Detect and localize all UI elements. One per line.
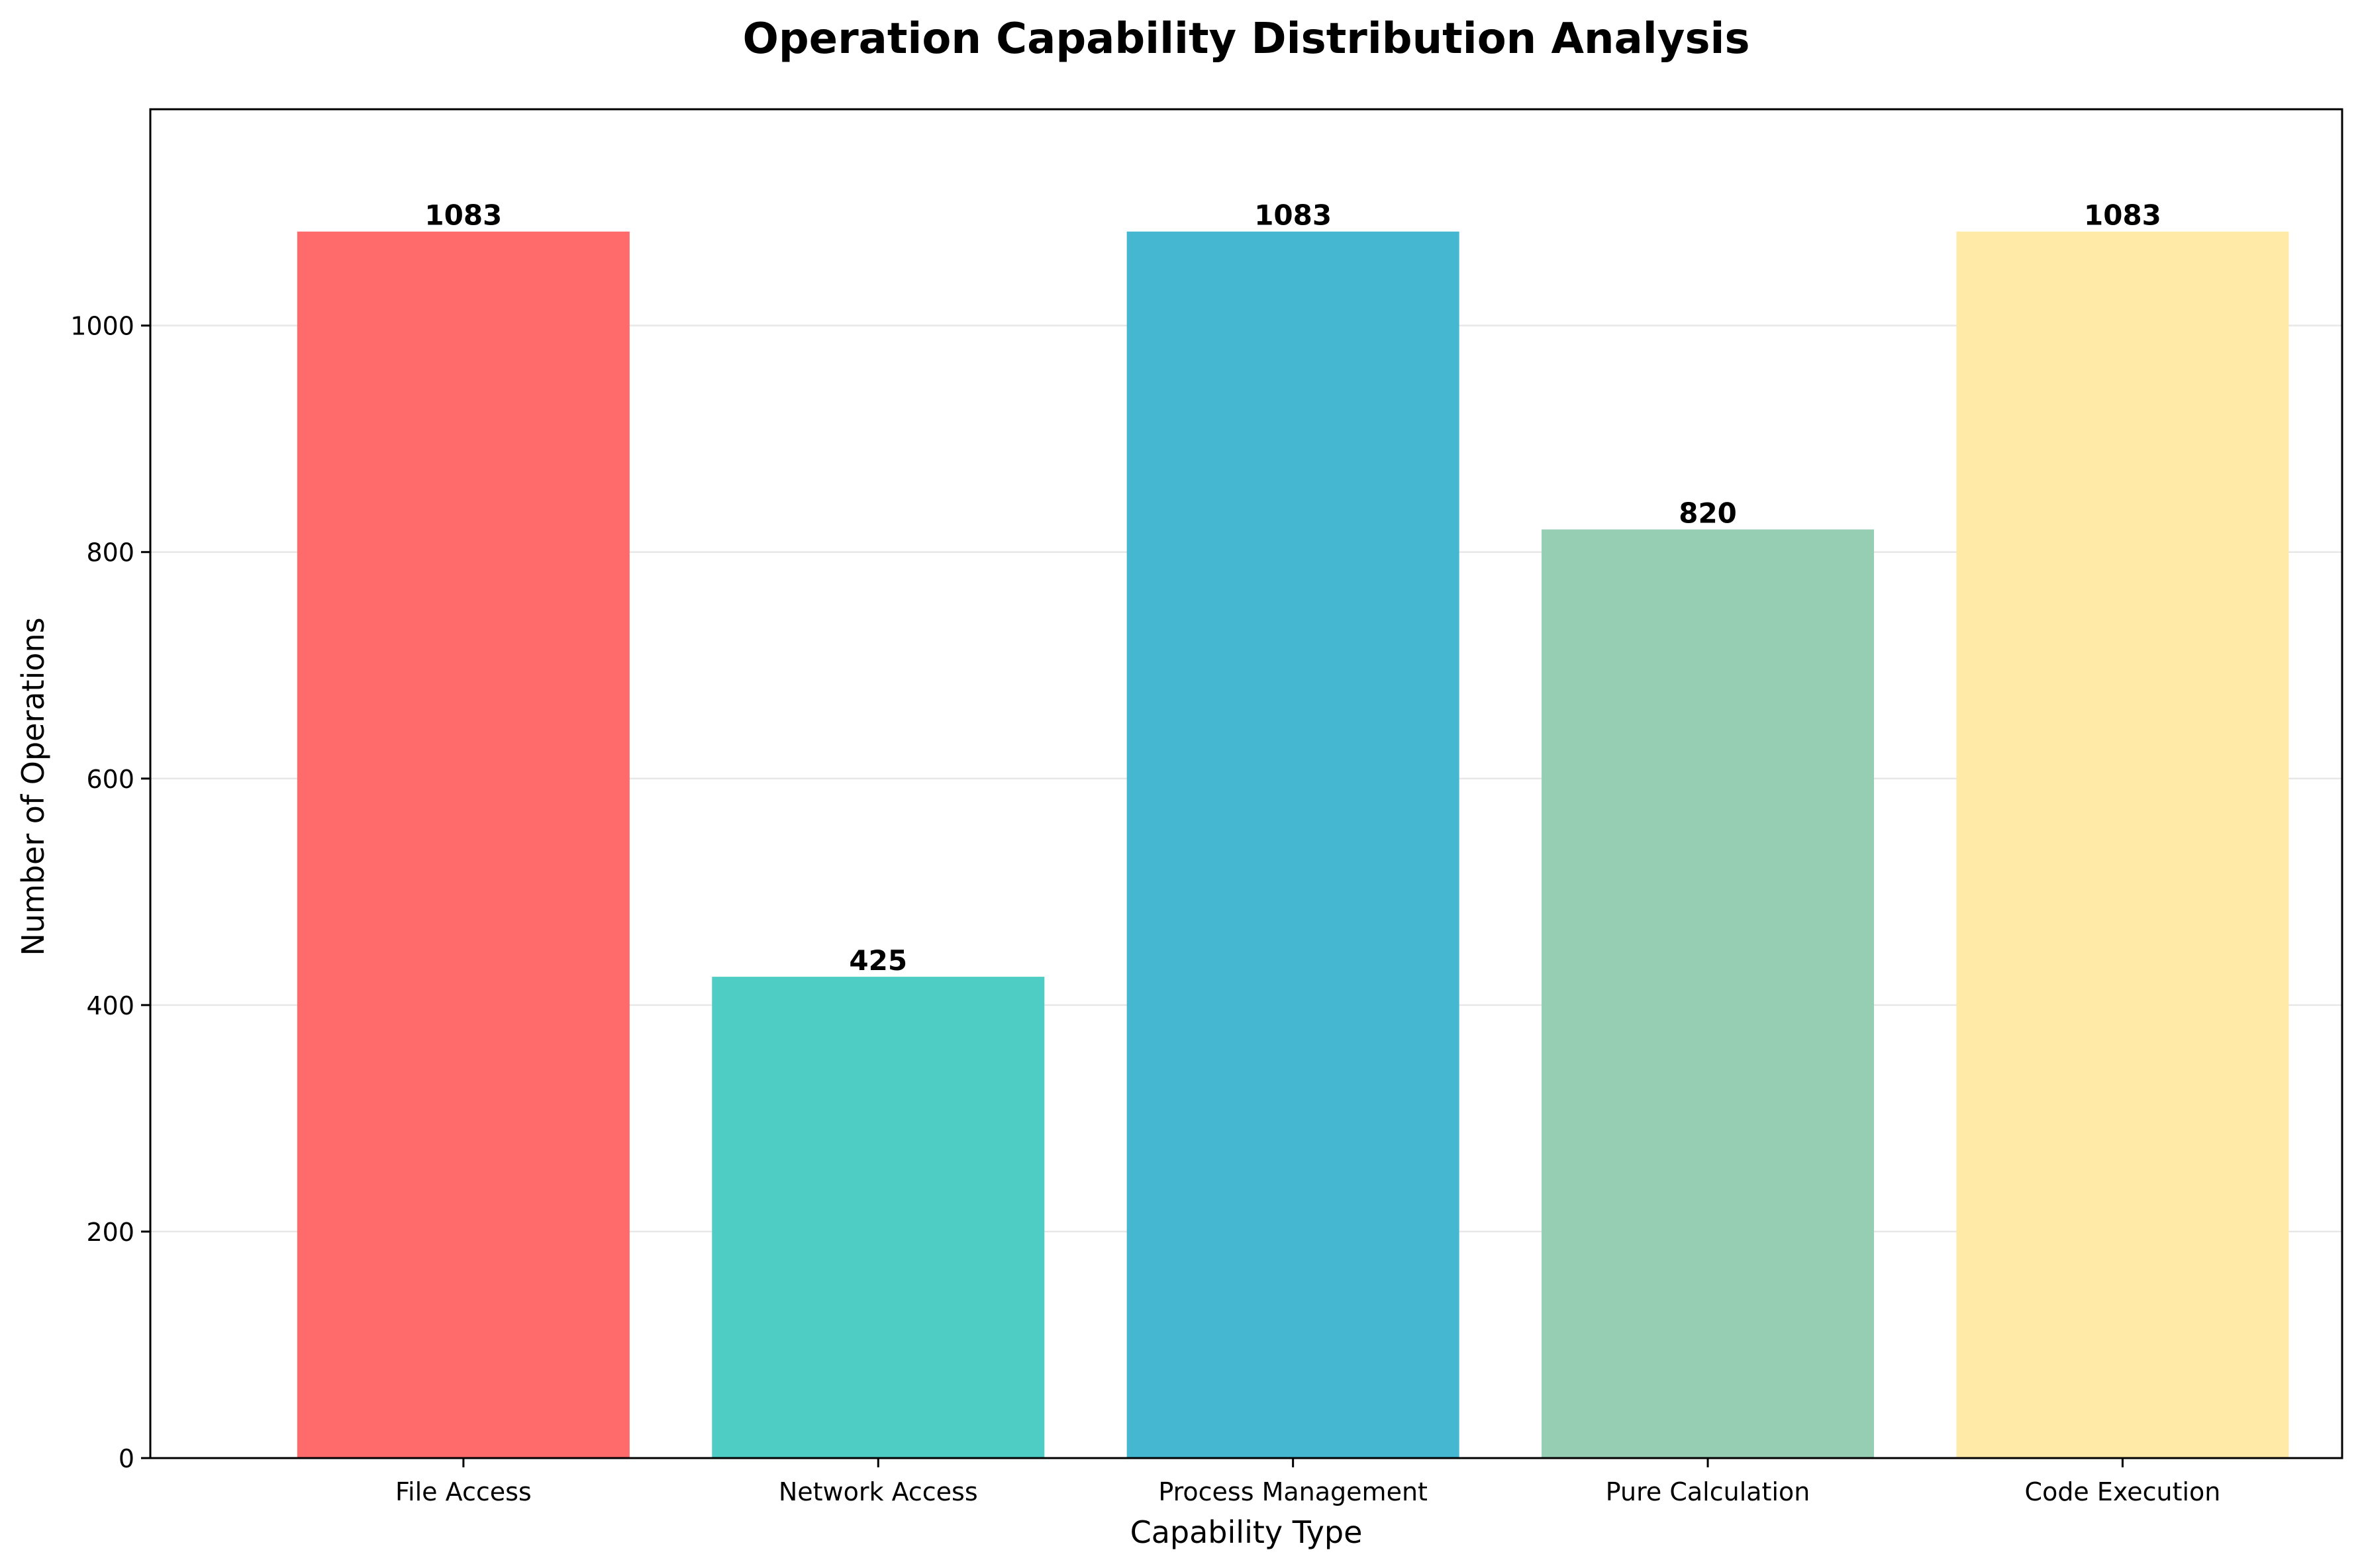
axis-ticks: 0 200 400 600 800 1000 File Access Network Acce…	[70, 312, 2220, 1506]
y-tick-label: 600	[86, 765, 134, 794]
x-tick-label: Code Execution	[2025, 1477, 2221, 1506]
value-labels: 1083 425 1083 820 1083	[424, 199, 2161, 977]
x-tick-label: File Access	[395, 1477, 532, 1506]
x-axis-label: Capability Type	[1130, 1514, 1363, 1550]
bar-code-execution	[1956, 231, 2289, 1459]
y-tick-label: 0	[119, 1444, 134, 1473]
x-tick-label: Pure Calculation	[1606, 1477, 1810, 1506]
y-tick-label: 200	[86, 1218, 134, 1247]
y-tick-label: 1000	[70, 312, 134, 341]
bar-value-label: 820	[1679, 497, 1737, 530]
y-tick-label: 400	[86, 991, 134, 1020]
bar-pure-calculation	[1542, 529, 1875, 1458]
bars	[297, 231, 2289, 1459]
chart-title: Operation Capability Distribution Analys…	[742, 15, 1749, 64]
y-axis-label: Number of Operations	[15, 617, 51, 956]
plot-area-frame	[149, 108, 2343, 1459]
bar-process-management	[1126, 231, 1459, 1459]
bar-value-label: 1083	[1254, 199, 1332, 232]
bar-file-access	[297, 231, 630, 1459]
bar-value-label: 425	[849, 944, 907, 977]
bar-value-label: 1083	[2084, 199, 2161, 232]
x-tick-label: Network Access	[779, 1477, 978, 1506]
bar-network-access	[712, 977, 1045, 1458]
x-tick-label: Process Management	[1158, 1477, 1428, 1506]
y-tick-label: 800	[86, 538, 134, 567]
bar-value-label: 1083	[424, 199, 502, 232]
